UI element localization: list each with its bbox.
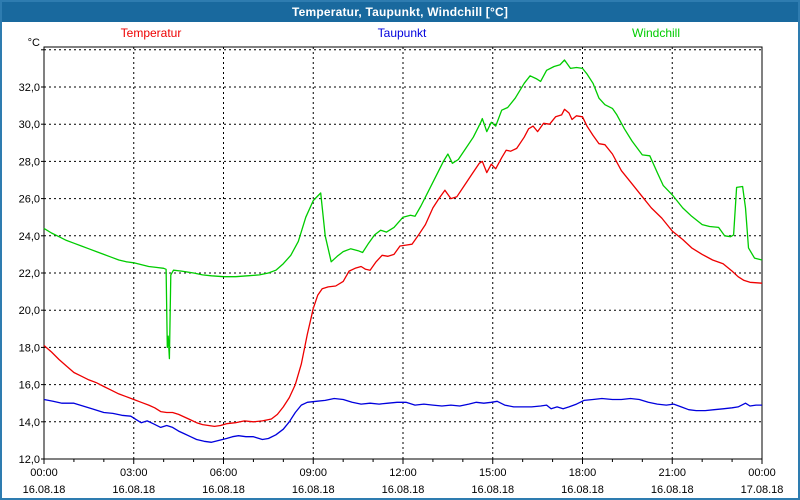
plot-border xyxy=(43,46,763,460)
y-tick-label: 28,0 xyxy=(19,156,40,168)
x-tick-time: 00:00 xyxy=(30,467,58,479)
y-tick-label: 18,0 xyxy=(19,342,40,354)
x-tick-time: 18:00 xyxy=(569,467,597,479)
x-tick-date: 16.08.18 xyxy=(23,484,66,496)
x-tick-time: 12:00 xyxy=(389,467,417,479)
y-tick-label: 22,0 xyxy=(19,268,40,280)
x-tick-date: 16.08.18 xyxy=(292,484,335,496)
y-tick-label: 12,0 xyxy=(19,454,40,466)
title-bar: Temperatur, Taupunkt, Windchill [°C] xyxy=(2,2,798,22)
taupunkt-line xyxy=(43,397,762,443)
x-tick-date: 17.08.18 xyxy=(741,484,784,496)
y-tick-label: 26,0 xyxy=(19,194,40,206)
y-tick-label: 24,0 xyxy=(19,231,40,243)
legend-item-taupunkt: Taupunkt xyxy=(377,26,427,40)
x-tick-time: 06:00 xyxy=(210,467,238,479)
x-tick-time: 15:00 xyxy=(479,467,507,479)
x-tick-time: 09:00 xyxy=(299,467,327,479)
x-tick-date: 16.08.18 xyxy=(471,484,514,496)
legend-item-temperatur: Temperatur xyxy=(120,26,182,40)
x-tick-date: 16.08.18 xyxy=(202,484,245,496)
x-tick-time: 21:00 xyxy=(658,467,686,479)
x-tick-time: 03:00 xyxy=(120,467,148,479)
window-title: Temperatur, Taupunkt, Windchill [°C] xyxy=(291,5,509,19)
legend-item-windchill: Windchill xyxy=(631,26,681,40)
y-tick-label: 14,0 xyxy=(19,417,40,429)
y-tick-label: 16,0 xyxy=(19,380,40,392)
y-tick-label: 30,0 xyxy=(19,119,40,131)
temperatur-line xyxy=(43,108,763,428)
x-tick-date: 16.08.18 xyxy=(112,484,155,496)
windchill-line xyxy=(43,59,763,360)
y-tick-label: 20,0 xyxy=(19,305,40,317)
y-tick-label: 32,0 xyxy=(19,82,40,94)
x-tick-time: 00:00 xyxy=(748,467,776,479)
y-axis-unit: °C xyxy=(28,37,40,49)
x-tick-date: 16.08.18 xyxy=(651,484,694,496)
x-tick-date: 16.08.18 xyxy=(382,484,425,496)
x-tick-date: 16.08.18 xyxy=(561,484,604,496)
